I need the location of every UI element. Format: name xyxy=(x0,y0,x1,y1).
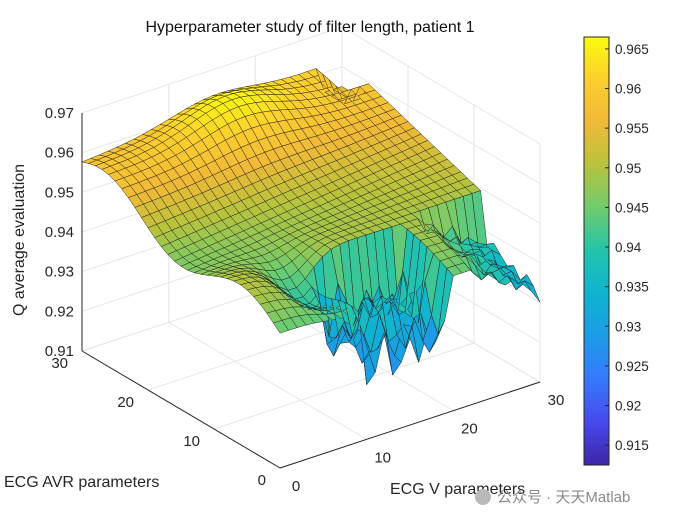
z-tick-label: 0.94 xyxy=(45,224,74,241)
colorbar-tick-label: 0.915 xyxy=(615,438,649,453)
colorbar-tick-label: 0.96 xyxy=(615,82,641,97)
colorbar-tick-label: 0.925 xyxy=(615,359,649,374)
colorbar-tick-label: 0.95 xyxy=(615,161,641,176)
y-axis-line xyxy=(81,350,281,469)
watermark: 公众号 · 天天Matlab xyxy=(475,489,630,506)
colorbar-tick-label: 0.92 xyxy=(615,399,641,414)
x-tick-label: 10 xyxy=(374,449,391,466)
grid-line xyxy=(341,26,541,145)
x-tick-label: 20 xyxy=(461,421,478,438)
x-axis-label: ECG V parameters xyxy=(390,481,525,498)
colorbar-tick-label: 0.955 xyxy=(615,121,649,136)
z-tick-label: 0.97 xyxy=(45,105,74,122)
grid-line xyxy=(341,66,541,185)
watermark-text: 公众号 · 天天Matlab xyxy=(497,489,630,506)
z-tick-label: 0.93 xyxy=(45,264,74,281)
y-tick-label: 20 xyxy=(117,394,134,411)
z-tick-label: 0.91 xyxy=(45,343,74,360)
colorbar-tick-label: 0.94 xyxy=(615,240,642,255)
colorbar-tick-label: 0.935 xyxy=(615,280,649,295)
y-tick-label: 0 xyxy=(258,472,266,489)
y-tick-label: 10 xyxy=(183,433,200,450)
z-tick-label: 0.96 xyxy=(45,145,74,162)
grid-line xyxy=(81,26,343,114)
colorbar-gradient xyxy=(583,36,610,466)
chart-title: Hyperparameter study of filter length, p… xyxy=(145,19,474,36)
z-axis-label: Q average evaluation xyxy=(11,164,28,316)
z-tick-label: 0.95 xyxy=(45,184,74,201)
y-axis-label: ECG AVR parameters xyxy=(4,474,159,491)
colorbar-tick-label: 0.945 xyxy=(615,200,649,215)
grid-line xyxy=(213,342,475,430)
x-tick-label: 30 xyxy=(548,392,565,409)
colorbar-tick-label: 0.965 xyxy=(615,42,649,57)
colorbar: 0.915 0.92 0.925 0.93 0.935 0.94 0.945 0.95 0.95… xyxy=(583,36,649,466)
y-tick-label: 30 xyxy=(51,355,68,372)
colorbar-tick-label: 0.93 xyxy=(615,319,641,334)
x-axis-line xyxy=(279,381,541,469)
watermark-logo-icon xyxy=(475,489,491,505)
z-tick-label: 0.92 xyxy=(45,303,74,320)
grid-line xyxy=(168,321,367,440)
axis-ticks: 0.91 0.92 0.93 0.94 0.95 0.96 0.97 0 10 20 30 0 10 20… xyxy=(45,105,565,495)
surface-face xyxy=(524,280,541,303)
x-tick-label: 0 xyxy=(292,478,300,495)
surface-plot xyxy=(81,68,541,386)
